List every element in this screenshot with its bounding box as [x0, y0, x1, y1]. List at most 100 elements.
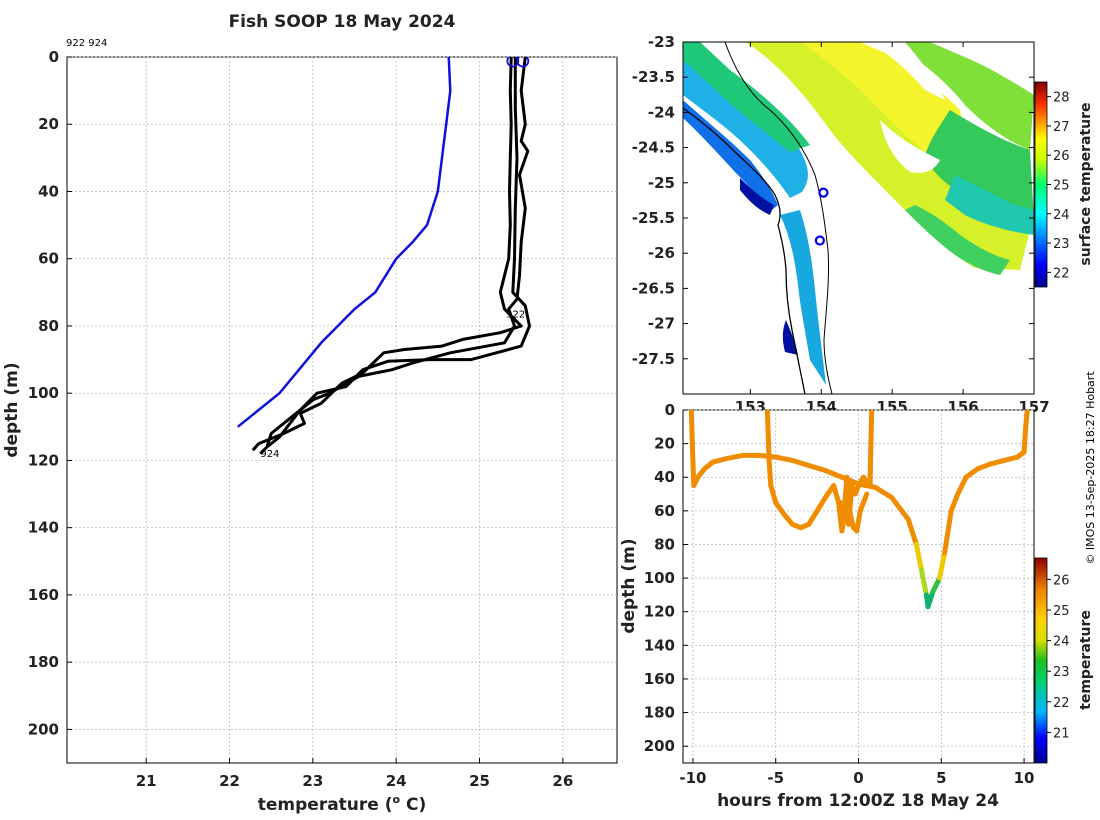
sst-colorbar-tick-label: 22: [1053, 266, 1070, 281]
profile-y-tick-label: 160: [28, 586, 59, 604]
depth-time-x-tick-label: 10: [1014, 769, 1035, 787]
depth-time-track-segment: [831, 483, 842, 505]
profile-y-tick-label: 140: [28, 519, 59, 537]
map-lat-tick-label: -24: [648, 103, 675, 121]
map-lat-tick-label: -23.5: [632, 68, 675, 86]
depth-time-track-segment: [773, 454, 795, 463]
map-lat-tick-label: -25: [648, 174, 675, 192]
sst-patch-teal: [945, 175, 1034, 235]
sst-patch-cool-coast: [683, 100, 778, 210]
temperature-colorbar-tick-label: 23: [1053, 665, 1070, 680]
temperature-colorbar: [1034, 557, 1048, 764]
map-profile-location-marker: [814, 235, 825, 246]
sst-colorbar-tick-label: 27: [1053, 120, 1070, 135]
depth-time-y-tick-label: 140: [644, 636, 675, 654]
depth-time-y-tick-label: 0: [665, 401, 675, 419]
sst-patch-green: [925, 110, 1034, 220]
depth-time-track-segment: [872, 484, 895, 500]
depth-time-track-segment: [814, 494, 828, 514]
sst-patch-moreton-bay: [782, 320, 798, 355]
sst-map-plot: 153 154 155 156 157 -23-23.5-24-24.5-25-25.5…: [632, 33, 1094, 416]
temperature-colorbar-tick-label: 25: [1053, 604, 1070, 619]
profile-y-axis-label: depth (m): [2, 362, 22, 457]
profile-y-tick-label: 20: [38, 115, 59, 133]
sst-colorbar-label: surface temperature: [1078, 102, 1094, 265]
sst-patch-cold-bay: [740, 178, 774, 215]
profile-y-tick-label: 0: [49, 48, 59, 66]
depth-time-y-tick-label: 40: [654, 468, 675, 486]
profile-x-tick-label: 24: [386, 772, 407, 790]
profile-y-tick-label: 100: [28, 384, 59, 402]
depth-time-track-segment: [937, 550, 948, 581]
temperature-colorbar-tick-label: 21: [1053, 726, 1070, 741]
map-lat-tick-label: -26.5: [632, 279, 675, 297]
profile-surface-marker: [516, 57, 530, 68]
depth-time-track-segment: [854, 508, 863, 534]
depth-time-track-segment: [868, 410, 875, 447]
map-lat-tick-label: -24.5: [632, 139, 675, 157]
profile-y-tick-label: 200: [28, 720, 59, 738]
profile-plot-area: [66, 56, 618, 764]
depth-time-y-tick-label: 20: [654, 435, 675, 453]
profile-series-line: [251, 57, 523, 452]
depth-time-track-segment: [768, 483, 779, 505]
depth-time-x-tick-label: -5: [767, 769, 784, 787]
cloud-gap-south: [820, 290, 1034, 394]
coastline: [683, 107, 806, 394]
profile-series-line: [237, 57, 452, 428]
depth-time-track-segment: [861, 491, 870, 505]
temperature-profile-plot: 21 22 23 24 25 26 0 20 40 60 80 100 120 140 160 180 200…: [2, 48, 618, 815]
depth-time-y-tick-label: 160: [644, 670, 675, 688]
depth-time-y-tick-label: 80: [654, 535, 675, 553]
depth-time-y-tick-label: 120: [644, 603, 675, 621]
depth-time-track-segment: [913, 542, 924, 573]
depth-time-y-tick-label: 180: [644, 704, 675, 722]
depth-time-track-segment: [766, 457, 774, 489]
sst-colorbar-tick-label: 24: [1053, 208, 1070, 223]
cloud-gap-1: [870, 42, 945, 100]
depth-time-track-segment: [1023, 410, 1030, 430]
imos-credit: © IMOS 13-Sep-2025 18:27 Hobart: [1084, 371, 1097, 565]
depth-time-x-tick-label: -10: [679, 769, 706, 787]
depth-time-track-segment: [867, 441, 874, 487]
profile-y-tick-label: 120: [28, 451, 59, 469]
depth-time-track-segment: [789, 457, 812, 468]
depth-time-track-segment: [889, 494, 911, 522]
sst-patch-shelf: [683, 42, 810, 152]
depth-time-track-segment: [918, 567, 929, 598]
sst-colorbar-tick-label: 25: [1053, 179, 1070, 194]
chart-title: Fish SOOP 18 May 2024: [229, 12, 456, 32]
depth-time-track-segment: [948, 491, 961, 514]
depth-time-track-segment: [1021, 424, 1029, 455]
depth-time-track-segment: [764, 410, 772, 463]
depth-time-track-segment: [806, 508, 820, 527]
depth-time-track-segment: [942, 508, 954, 556]
map-profile-location-marker: [818, 187, 829, 198]
cloud-gap-2: [985, 42, 1034, 92]
bathymetry-contour: [724, 42, 833, 394]
cloud-gap-4: [820, 230, 880, 300]
sst-patch-green-east: [890, 42, 1034, 150]
depth-time-x-axis-label: hours from 12:00Z 18 May 24: [717, 791, 999, 811]
depth-time-x-tick-label: 0: [853, 769, 863, 787]
sst-patch-south-coast: [780, 210, 826, 385]
depth-time-track-segment: [688, 410, 696, 463]
profile-x-axis-label: temperature (o C): [258, 793, 427, 815]
depth-time-y-tick-label: 60: [654, 502, 675, 520]
temperature-colorbar-tick-label: 26: [1053, 573, 1070, 588]
sst-colorbar-tick-label: 23: [1053, 237, 1070, 252]
profile-y-tick-label: 40: [38, 182, 59, 200]
depth-time-track-segment: [723, 452, 746, 462]
map-lat-tick-label: -27: [648, 315, 675, 333]
profile-series-label: 922: [506, 310, 525, 321]
profile-surface-marker: [506, 57, 520, 68]
depth-time-track-segment: [844, 474, 853, 517]
depth-time-track-segment: [925, 589, 936, 610]
depth-time-y-axis-label: depth (m): [619, 538, 639, 633]
profile-y-tick-label: 60: [38, 250, 59, 268]
cloud-gap-3: [880, 120, 940, 173]
profile-x-tick-label: 25: [469, 772, 490, 790]
sst-colorbar: [1034, 81, 1048, 288]
map-lat-tick-label: -25.5: [632, 209, 675, 227]
